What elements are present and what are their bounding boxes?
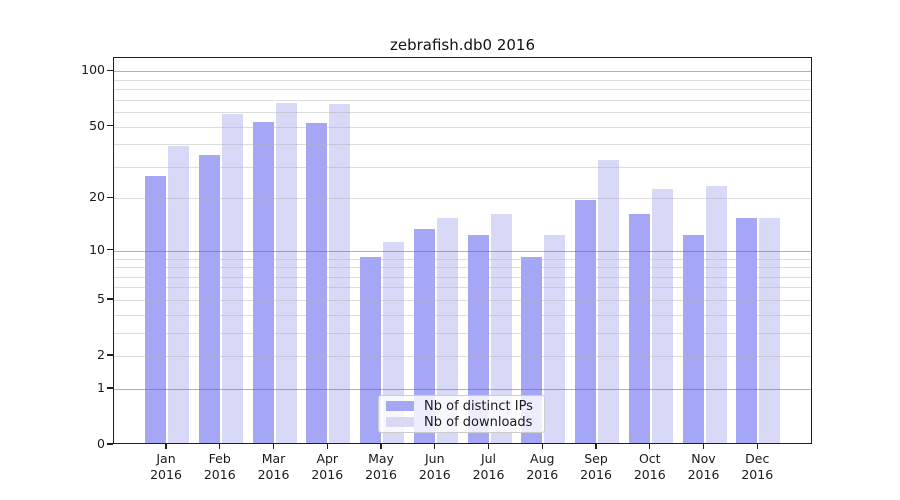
xtick-label-oct: Oct 2016	[633, 451, 666, 482]
xtick-label-jun: Jun 2016	[418, 451, 451, 482]
xtick-sep	[595, 444, 597, 449]
xtick-nov	[702, 444, 705, 449]
bar-nb-of-downloads-jun	[436, 218, 458, 443]
xtick-oct	[649, 444, 651, 449]
xtick-label-jan: Jan 2016	[150, 451, 182, 482]
ytick-20	[107, 196, 113, 199]
xtick-dec	[756, 444, 758, 449]
bar-nb-of-downloads-apr	[329, 103, 351, 443]
xtick-label-aug: Aug 2016	[526, 451, 559, 482]
bar-nb-of-distinct-ips-oct	[628, 213, 650, 443]
bar-nb-of-distinct-ips-dec	[736, 218, 758, 443]
legend-item-downloads: Nb of downloads	[379, 415, 544, 430]
bar-nb-of-downloads-oct	[651, 189, 673, 443]
ytick-label-2: 2	[97, 347, 105, 363]
ytick-label-0: 0	[97, 436, 105, 451]
ytick-label-1: 1	[97, 379, 105, 395]
xtick-label-sep: Sep 2016	[580, 451, 612, 482]
ytick-100	[107, 69, 113, 71]
bar-nb-of-distinct-ips-jul	[467, 235, 489, 443]
ytick-50	[107, 124, 113, 127]
legend-label-downloads: Nb of downloads	[424, 414, 533, 430]
legend-item-distinct-ips: Nb of distinct IPs	[379, 399, 544, 414]
bar-nb-of-downloads-sep	[598, 159, 619, 443]
xtick-mar	[272, 444, 275, 449]
xtick-label-mar: Mar 2016	[257, 451, 290, 482]
legend: Nb of distinct IPs Nb of downloads	[378, 395, 545, 433]
bar-nb-of-distinct-ips-nov	[682, 235, 704, 443]
chart-title: zebrafish.db0 2016	[389, 36, 536, 54]
ytick-10	[107, 249, 113, 251]
bar-nb-of-downloads-jan	[168, 146, 189, 443]
xtick-label-may: May 2016	[365, 451, 397, 482]
bar-nb-of-distinct-ips-may	[360, 256, 381, 443]
xtick-may	[380, 444, 382, 449]
ytick-5	[107, 298, 113, 300]
plot-area	[113, 57, 812, 444]
bar-nb-of-downloads-aug	[544, 235, 566, 443]
legend-swatch-downloads	[386, 417, 414, 427]
bar-nb-of-downloads-may	[383, 241, 404, 443]
bar-nb-of-downloads-nov	[705, 185, 727, 443]
ytick-label-10: 10	[89, 241, 105, 257]
bar-nb-of-downloads-mar	[275, 102, 297, 443]
legend-swatch-distinct-ips	[386, 401, 414, 411]
bar-nb-of-distinct-ips-feb	[198, 155, 220, 443]
ytick-2	[107, 354, 113, 356]
xtick-label-nov: Nov 2016	[687, 451, 720, 482]
xtick-jun	[434, 444, 436, 449]
xtick-feb	[219, 444, 221, 449]
xtick-label-dec: Dec 2016	[741, 451, 774, 482]
ytick-label-20: 20	[89, 189, 105, 205]
ytick-label-100: 100	[81, 62, 105, 78]
xtick-jan	[165, 444, 167, 449]
bar-nb-of-distinct-ips-jan	[145, 176, 166, 443]
xtick-aug	[541, 444, 543, 449]
xtick-jul	[487, 444, 490, 449]
bar-nb-of-downloads-dec	[759, 218, 781, 443]
xtick-label-feb: Feb 2016	[203, 451, 236, 482]
xtick-label-jul: Jul 2016	[472, 451, 505, 482]
legend-label-distinct-ips: Nb of distinct IPs	[424, 398, 533, 414]
ytick-0	[107, 443, 113, 445]
xtick-label-apr: Apr 2016	[311, 451, 344, 482]
bar-nb-of-downloads-jul	[490, 213, 512, 443]
bar-nb-of-distinct-ips-sep	[575, 200, 596, 443]
ytick-label-50: 50	[89, 117, 105, 133]
bars-layer	[114, 58, 811, 443]
xtick-apr	[326, 444, 328, 449]
ytick-label-5: 5	[97, 290, 105, 306]
bar-nb-of-distinct-ips-mar	[252, 121, 274, 443]
bar-nb-of-distinct-ips-apr	[306, 123, 328, 443]
bar-nb-of-downloads-feb	[221, 114, 243, 443]
ytick-1	[107, 387, 113, 389]
